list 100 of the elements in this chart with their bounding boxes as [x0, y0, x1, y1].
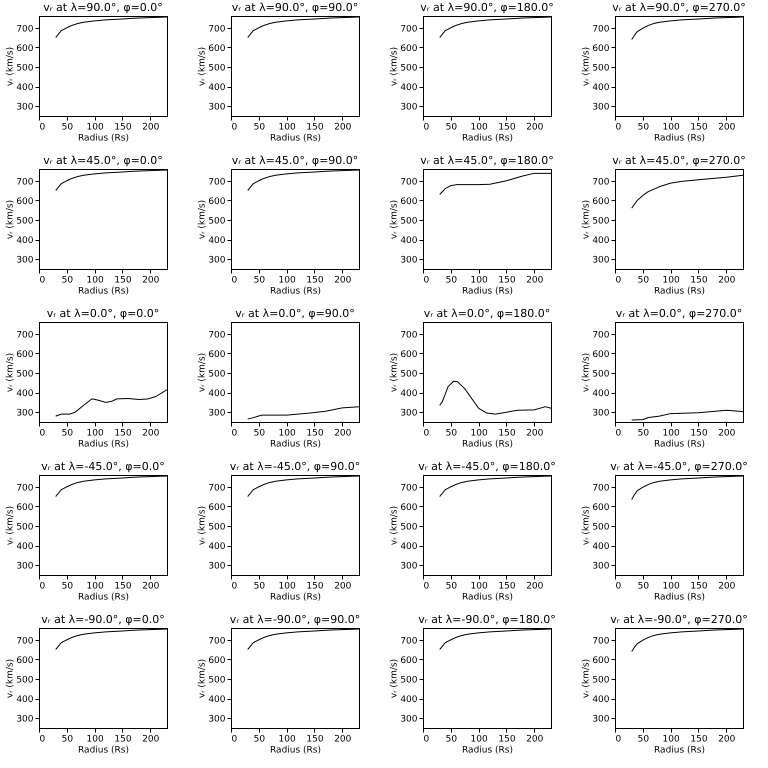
y-tick-label: 300	[592, 714, 610, 725]
x-tick-label: 100	[86, 582, 104, 592]
x-axis-title: Radius (Rs)	[78, 746, 130, 756]
x-tick-label: 150	[306, 582, 324, 592]
x-tick-label: 150	[306, 276, 324, 286]
x-tick-label: 50	[62, 276, 74, 286]
x-tick-label: 0	[232, 122, 238, 132]
y-tick-label: 400	[400, 83, 418, 94]
x-tick-label: 50	[446, 428, 458, 438]
chart-title: vᵣ at λ=90.0°, φ=90.0°	[232, 1, 358, 14]
x-tick-label: 100	[662, 122, 680, 132]
x-tick-label: 200	[718, 582, 736, 592]
chart-title: vᵣ at λ=90.0°, φ=0.0°	[43, 1, 163, 14]
y-tick-label: 500	[208, 675, 226, 686]
x-axis-title: Radius (Rs)	[462, 440, 514, 450]
y-axis-title: vᵣ (km/s)	[5, 506, 16, 546]
x-tick-label: 150	[498, 428, 516, 438]
x-tick-label: 100	[662, 734, 680, 744]
x-tick-label: 50	[254, 122, 266, 132]
y-tick-label: 600	[400, 44, 418, 54]
x-tick-label: 0	[616, 428, 622, 438]
x-axis-title: Radius (Rs)	[462, 592, 514, 602]
y-tick-label: 300	[592, 256, 610, 266]
x-tick-label: 200	[334, 122, 352, 132]
y-tick-label: 400	[16, 236, 34, 246]
x-tick-label: 100	[278, 276, 296, 286]
y-axis-title: vᵣ (km/s)	[581, 200, 592, 240]
x-axis-title: Radius (Rs)	[462, 286, 514, 296]
y-tick-label: 400	[592, 236, 610, 246]
x-tick-label: 50	[62, 734, 74, 744]
y-tick-label: 400	[208, 389, 226, 400]
chart-title: vᵣ at λ=45.0°, φ=270.0°	[612, 154, 746, 167]
y-tick-label: 700	[592, 636, 610, 646]
y-tick-label: 300	[592, 102, 610, 113]
y-tick-label: 400	[208, 83, 226, 94]
y-tick-label: 400	[400, 695, 418, 706]
x-tick-label: 200	[526, 582, 544, 592]
y-tick-label: 300	[16, 256, 34, 266]
x-tick-label: 200	[142, 276, 160, 286]
x-tick-label: 50	[254, 428, 266, 438]
y-tick-label: 600	[400, 502, 418, 513]
y-axis-title: vᵣ (km/s)	[581, 46, 592, 86]
x-tick-label: 0	[616, 582, 622, 592]
x-tick-label: 50	[62, 582, 74, 592]
x-tick-label: 100	[662, 428, 680, 438]
y-axis-title: vᵣ (km/s)	[5, 352, 16, 392]
y-tick-label: 600	[400, 656, 418, 666]
y-axis-title: vᵣ (km/s)	[581, 658, 592, 698]
x-axis-title: Radius (Rs)	[78, 286, 130, 296]
y-tick-label: 400	[592, 83, 610, 94]
x-tick-label: 0	[616, 276, 622, 286]
x-axis-title: Radius (Rs)	[654, 134, 706, 144]
y-tick-label: 700	[592, 330, 610, 340]
y-tick-label: 500	[592, 63, 610, 74]
x-axis-title: Radius (Rs)	[462, 746, 514, 756]
x-tick-label: 100	[86, 428, 104, 438]
y-tick-label: 700	[400, 483, 418, 494]
x-tick-label: 50	[638, 276, 650, 286]
y-axis-title: vᵣ (km/s)	[389, 200, 400, 240]
x-tick-label: 50	[446, 582, 458, 592]
x-tick-label: 200	[334, 582, 352, 592]
x-tick-label: 200	[526, 734, 544, 744]
y-tick-label: 600	[400, 350, 418, 360]
y-tick-label: 700	[400, 636, 418, 646]
y-tick-label: 700	[400, 177, 418, 188]
y-tick-label: 500	[16, 675, 34, 686]
y-tick-label: 700	[208, 330, 226, 340]
y-axis-title: vᵣ (km/s)	[389, 46, 400, 86]
chart-title: vᵣ at λ=0.0°, φ=0.0°	[46, 307, 160, 320]
y-tick-label: 600	[592, 502, 610, 513]
x-tick-label: 200	[334, 276, 352, 286]
y-tick-label: 600	[16, 656, 34, 666]
x-tick-label: 150	[114, 428, 132, 438]
y-tick-label: 400	[16, 695, 34, 706]
x-tick-label: 0	[232, 428, 238, 438]
y-tick-label: 700	[208, 24, 226, 34]
y-tick-label: 500	[592, 369, 610, 380]
x-tick-label: 150	[498, 122, 516, 132]
y-tick-label: 400	[16, 83, 34, 94]
y-tick-label: 300	[400, 408, 418, 419]
x-tick-label: 100	[470, 428, 488, 438]
y-axis-title: vᵣ (km/s)	[5, 46, 16, 86]
x-tick-label: 200	[142, 734, 160, 744]
y-tick-label: 600	[592, 196, 610, 207]
x-tick-label: 50	[638, 734, 650, 744]
y-tick-label: 500	[400, 63, 418, 74]
y-tick-label: 400	[208, 695, 226, 706]
chart-title: vᵣ at λ=45.0°, φ=180.0°	[420, 154, 554, 167]
y-tick-label: 500	[208, 369, 226, 380]
y-axis-title: vᵣ (km/s)	[5, 200, 16, 240]
y-axis-title: vᵣ (km/s)	[197, 658, 208, 698]
x-tick-label: 100	[470, 276, 488, 286]
x-tick-label: 150	[114, 734, 132, 744]
x-axis-title: Radius (Rs)	[462, 134, 514, 144]
x-tick-label: 50	[446, 734, 458, 744]
y-axis-title: vᵣ (km/s)	[389, 506, 400, 546]
y-tick-label: 700	[400, 330, 418, 340]
y-tick-label: 700	[16, 483, 34, 494]
y-tick-label: 600	[592, 350, 610, 360]
x-tick-label: 100	[470, 122, 488, 132]
